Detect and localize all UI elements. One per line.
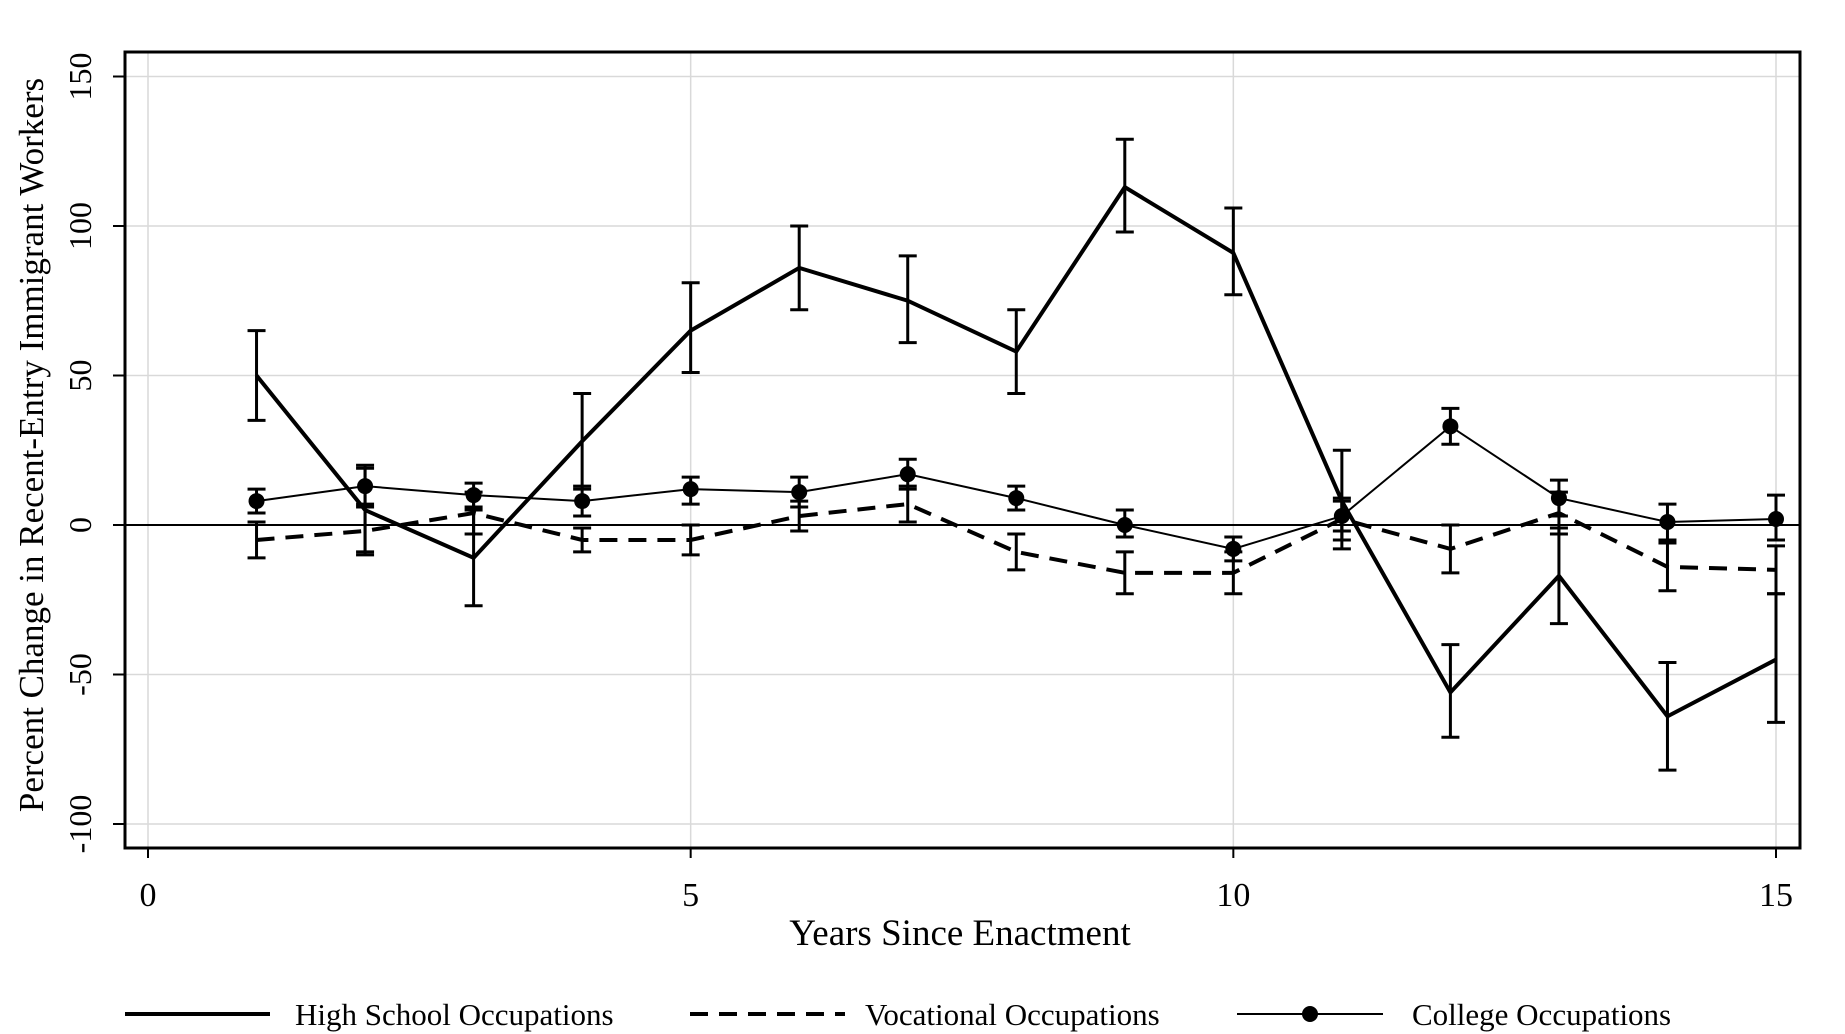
data-point [1225, 540, 1242, 557]
data-point [1550, 490, 1567, 507]
legend-label: College Occupations [1412, 997, 1671, 1032]
data-point [574, 493, 591, 510]
data-point [899, 466, 916, 483]
legend: High School Occupations Vocational Occupa… [125, 997, 1671, 1032]
y-tick-label: 100 [62, 202, 98, 250]
y-tick-label: -100 [62, 795, 98, 854]
y-tick-label: 0 [62, 517, 98, 533]
data-point [1659, 514, 1676, 531]
x-tick-label: 5 [682, 877, 699, 914]
legend-label: Vocational Occupations [865, 997, 1160, 1032]
data-point [1116, 517, 1133, 533]
x-tick-label: 0 [140, 877, 157, 914]
data-point [1442, 418, 1459, 435]
data-point [1768, 511, 1784, 528]
data-point [791, 484, 808, 501]
series-college-occupations [247, 406, 1785, 563]
legend-marker [1302, 1006, 1318, 1022]
y-axis: -100 -50 0 50 100 150 [62, 53, 125, 854]
data-point [1008, 490, 1025, 507]
x-tick-label: 15 [1759, 877, 1793, 914]
x-axis: 0 5 10 15 [140, 848, 1793, 914]
plot-area-frame [123, 50, 1802, 850]
series-high-school-occupations [247, 137, 1785, 772]
data-point [1333, 508, 1350, 525]
data-point [357, 478, 374, 495]
x-tick-label: 10 [1216, 877, 1250, 914]
y-tick-label: 50 [62, 360, 98, 392]
data-point [248, 493, 265, 510]
legend-label: High School Occupations [295, 997, 614, 1032]
series-line [254, 184, 1777, 719]
series-layer [247, 137, 1785, 772]
y-tick-label: -50 [62, 653, 98, 696]
data-point [682, 481, 699, 498]
data-point [465, 487, 482, 504]
series-line [256, 502, 1777, 575]
y-axis-label: Percent Change in Recent-Entry Immigrant… [12, 78, 51, 812]
x-axis-label: Years Since Enactment [789, 913, 1131, 954]
y-tick-label: 150 [62, 53, 98, 101]
